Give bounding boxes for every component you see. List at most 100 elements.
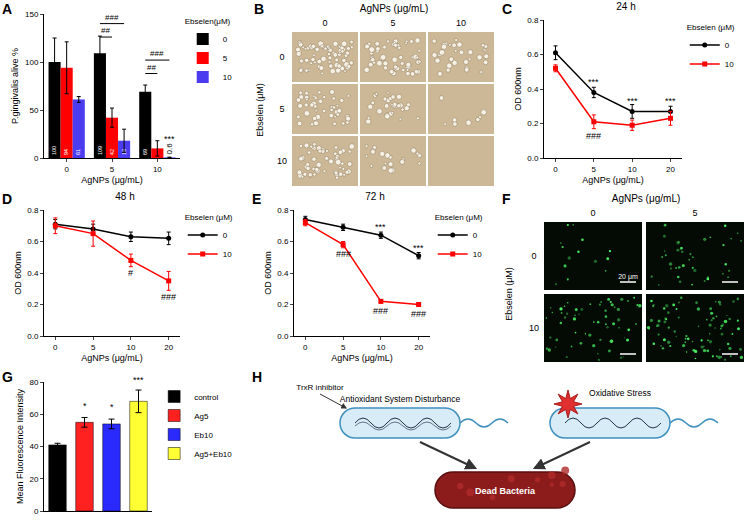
svg-text:0.2: 0.2 — [527, 119, 539, 128]
svg-text:0.8: 0.8 — [27, 206, 39, 215]
svg-text:48 h: 48 h — [115, 191, 134, 202]
svg-text:20: 20 — [414, 343, 423, 352]
svg-text:*: * — [110, 402, 114, 412]
svg-text:*: * — [83, 401, 87, 411]
svg-text:20: 20 — [29, 475, 38, 484]
svg-text:109: 109 — [97, 146, 103, 155]
svg-text:#: # — [128, 268, 133, 278]
svg-text:0: 0 — [303, 343, 308, 352]
svg-text:10: 10 — [277, 156, 287, 166]
svg-text:20: 20 — [164, 343, 173, 352]
svg-text:***: *** — [588, 77, 599, 87]
svg-text:###: ### — [336, 249, 351, 259]
svg-text:10: 10 — [223, 73, 232, 82]
svg-text:Ebselen (μM): Ebselen (μM) — [435, 213, 483, 222]
svg-text:Ebselen (μM): Ebselen (μM) — [255, 83, 265, 137]
svg-text:Ebselen(μM): Ebselen(μM) — [185, 17, 231, 26]
svg-text:***: *** — [133, 375, 144, 385]
svg-text:10: 10 — [456, 18, 466, 28]
svg-text:Ebselen (μM): Ebselen (μM) — [504, 267, 514, 321]
svg-text:5: 5 — [223, 54, 228, 63]
svg-text:5: 5 — [341, 343, 346, 352]
svg-text:60: 60 — [29, 410, 38, 419]
svg-text:0: 0 — [34, 507, 39, 516]
svg-text:0.4: 0.4 — [277, 269, 289, 278]
svg-text:0: 0 — [553, 165, 558, 174]
svg-text:Ag5: Ag5 — [194, 412, 209, 421]
svg-text:0.6: 0.6 — [527, 50, 539, 59]
svg-text:5: 5 — [279, 104, 284, 114]
svg-text:69: 69 — [142, 149, 148, 155]
svg-text:0.0: 0.0 — [277, 332, 289, 341]
svg-text:10: 10 — [153, 165, 162, 174]
svg-text:Ebselen (μM): Ebselen (μM) — [687, 23, 735, 32]
svg-text:###: ### — [373, 306, 388, 316]
svg-text:0: 0 — [279, 52, 284, 62]
svg-text:150: 150 — [25, 10, 39, 19]
svg-text:0: 0 — [322, 18, 327, 28]
svg-text:80: 80 — [29, 378, 38, 387]
svg-text:100: 100 — [25, 58, 39, 67]
svg-text:***: *** — [627, 96, 638, 106]
svg-text:5: 5 — [592, 165, 597, 174]
svg-text:100: 100 — [51, 146, 57, 155]
svg-text:***: *** — [375, 222, 386, 232]
svg-text:20: 20 — [666, 165, 675, 174]
svg-text:0.0: 0.0 — [527, 154, 539, 163]
svg-text:24 h: 24 h — [616, 1, 635, 12]
svg-text:AgNPs (μg/mL): AgNPs (μg/mL) — [360, 3, 429, 14]
svg-text:0: 0 — [473, 231, 478, 240]
svg-text:###: ### — [105, 13, 119, 22]
svg-text:***: *** — [665, 96, 676, 106]
svg-text:40: 40 — [29, 442, 38, 451]
svg-text:10: 10 — [628, 165, 637, 174]
svg-text:##: ## — [101, 26, 110, 35]
svg-text:0.4: 0.4 — [527, 85, 539, 94]
svg-text:5: 5 — [390, 18, 395, 28]
svg-text:5: 5 — [110, 165, 115, 174]
svg-text:72 h: 72 h — [365, 191, 384, 202]
svg-text:AgNPs (μg/mL): AgNPs (μg/mL) — [81, 353, 143, 363]
svg-text:0.6: 0.6 — [277, 237, 289, 246]
svg-text:AgNPs (μg/mL): AgNPs (μg/mL) — [331, 353, 393, 363]
svg-text:###: ### — [411, 309, 426, 319]
svg-text:0.8: 0.8 — [527, 16, 539, 25]
svg-text:0.2: 0.2 — [277, 300, 289, 309]
svg-text:AgNPs (μg/mL): AgNPs (μg/mL) — [612, 193, 681, 204]
svg-text:0: 0 — [531, 251, 536, 261]
svg-text:Antioxidant System Disturbance: Antioxidant System Disturbance — [340, 394, 461, 404]
svg-text:Eb10: Eb10 — [194, 431, 213, 440]
svg-text:P.gingivalis alive %: P.gingivalis alive % — [10, 48, 20, 124]
svg-text:0.2: 0.2 — [27, 300, 39, 309]
svg-text:###: ### — [150, 49, 164, 58]
svg-text:AgNPs (μg/mL): AgNPs (μg/mL) — [582, 175, 644, 185]
svg-text:42: 42 — [109, 149, 115, 155]
svg-text:5: 5 — [692, 208, 697, 218]
svg-text:0.6: 0.6 — [165, 143, 174, 155]
svg-text:Dead Bacteria: Dead Bacteria — [475, 486, 536, 496]
svg-text:0: 0 — [64, 165, 69, 174]
svg-text:18: 18 — [121, 149, 127, 155]
svg-text:61: 61 — [75, 149, 81, 155]
svg-text:##: ## — [147, 63, 156, 72]
svg-text:20 μm: 20 μm — [618, 273, 638, 281]
svg-text:###: ### — [586, 131, 601, 141]
svg-text:10: 10 — [223, 250, 232, 259]
svg-text:10: 10 — [376, 343, 385, 352]
svg-text:5: 5 — [91, 343, 96, 352]
svg-text:OD 600nm: OD 600nm — [513, 67, 523, 111]
svg-text:0.8: 0.8 — [277, 206, 289, 215]
svg-text:10: 10 — [725, 60, 734, 69]
svg-text:OD 600nm: OD 600nm — [13, 251, 23, 295]
svg-text:50: 50 — [29, 106, 38, 115]
svg-text:control: control — [194, 393, 218, 402]
svg-text:0: 0 — [590, 208, 595, 218]
svg-text:0: 0 — [223, 231, 228, 240]
svg-text:10: 10 — [473, 250, 482, 259]
svg-text:Mean Fluorescence Intensity: Mean Fluorescence Intensity — [15, 388, 25, 504]
svg-text:10: 10 — [529, 323, 539, 333]
svg-text:Ebselen (μM): Ebselen (μM) — [185, 213, 233, 222]
svg-text:0: 0 — [53, 343, 58, 352]
svg-text:Ag5+Eb10: Ag5+Eb10 — [194, 450, 232, 459]
svg-text:Oxidative Stress: Oxidative Stress — [589, 388, 651, 398]
